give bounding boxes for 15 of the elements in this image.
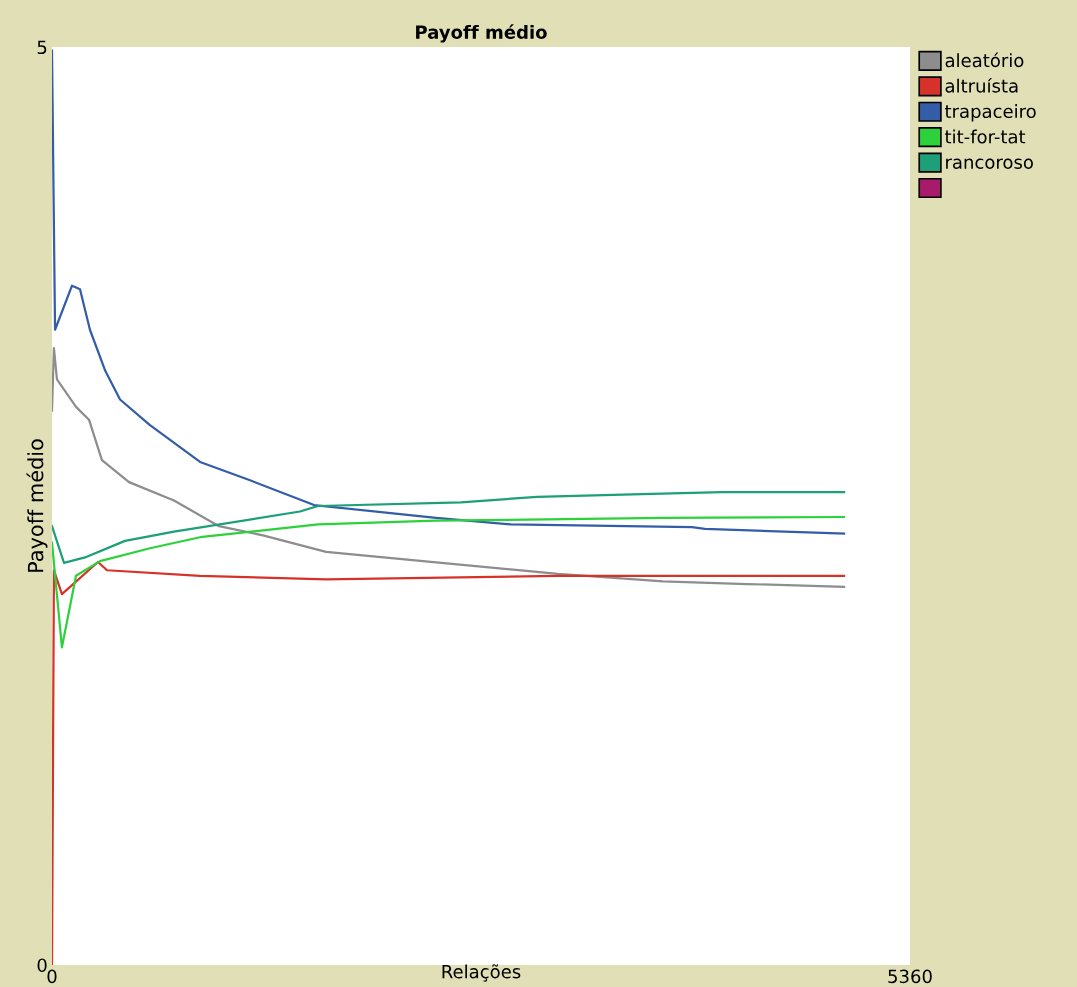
y-axis-title: Payoff médio: [26, 439, 48, 572]
legend-label: rancoroso: [946, 158, 1033, 169]
chart-title: Payoff médio: [416, 24, 547, 43]
line-series: [52, 560, 846, 965]
legend-label: trapaceiro: [944, 104, 1036, 122]
y-tick-label: 5: [37, 40, 47, 55]
legend-label: altruísta: [945, 77, 1018, 93]
legend-label: aleatório: [945, 52, 1024, 68]
line-series: [52, 490, 846, 565]
x-axis-title: Relações: [442, 964, 521, 982]
legend-label: tit-for-tat: [944, 129, 1026, 144]
line-series: [52, 49, 846, 535]
line-series: [52, 515, 846, 649]
x-tick-label: 5360: [888, 969, 932, 984]
line-series: [52, 346, 846, 588]
